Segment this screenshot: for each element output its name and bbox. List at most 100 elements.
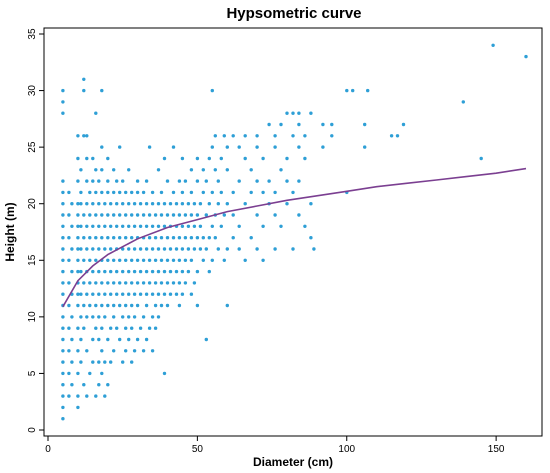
data-point: [106, 213, 110, 217]
data-point: [153, 213, 158, 217]
data-point: [97, 383, 101, 387]
data-point: [144, 224, 149, 228]
data-point: [183, 236, 188, 240]
data-point: [88, 190, 92, 195]
data-point: [237, 247, 241, 251]
data-point: [213, 168, 217, 172]
data-point: [180, 247, 185, 251]
data-point: [76, 247, 80, 251]
data-point: [303, 134, 307, 138]
data-point: [207, 202, 211, 206]
data-point: [345, 88, 349, 93]
data-point: [82, 303, 86, 308]
data-point: [138, 292, 143, 296]
data-point: [147, 258, 152, 262]
data-point: [121, 179, 125, 183]
data-point: [127, 168, 131, 172]
data-point: [118, 190, 122, 195]
data-point: [79, 202, 83, 206]
data-point: [135, 179, 140, 183]
data-point: [132, 202, 137, 206]
data-point: [249, 236, 253, 240]
data-point: [144, 269, 149, 274]
data-point: [127, 337, 131, 342]
data-point: [261, 190, 265, 195]
data-point: [82, 326, 86, 330]
data-point: [150, 247, 155, 251]
data-point: [115, 292, 119, 296]
x-tick-label: 0: [45, 444, 51, 455]
data-point: [132, 269, 137, 274]
data-point: [183, 281, 188, 285]
data-point: [70, 269, 74, 274]
data-point: [237, 224, 241, 228]
data-point: [109, 360, 113, 364]
data-point: [479, 156, 483, 161]
data-point: [285, 156, 289, 161]
data-point: [150, 190, 155, 195]
data-point: [138, 247, 143, 251]
data-point: [94, 236, 98, 240]
data-point: [67, 303, 71, 308]
data-point: [141, 258, 146, 262]
data-point: [159, 281, 164, 285]
data-point: [267, 179, 271, 183]
data-point: [237, 179, 241, 183]
data-point: [97, 292, 101, 296]
data-point: [168, 202, 173, 206]
data-point: [156, 269, 161, 274]
data-point: [130, 360, 134, 364]
data-point: [401, 122, 406, 127]
data-point: [91, 315, 95, 319]
data-point: [186, 202, 191, 206]
data-point: [177, 179, 182, 183]
data-point: [491, 43, 495, 47]
data-point: [121, 224, 125, 228]
data-point: [297, 111, 301, 115]
data-point: [195, 269, 200, 274]
data-point: [195, 213, 200, 217]
data-point: [165, 179, 170, 183]
data-point: [82, 77, 86, 82]
data-point: [279, 122, 283, 127]
data-point: [156, 168, 161, 172]
data-point: [76, 224, 80, 228]
data-point: [291, 111, 295, 115]
data-point: [201, 236, 205, 240]
data-point: [79, 292, 83, 296]
data-point: [124, 281, 128, 285]
data-point: [279, 168, 283, 172]
data-point: [135, 258, 140, 262]
data-point: [195, 236, 200, 240]
data-point: [106, 179, 110, 183]
data-point: [363, 145, 367, 149]
data-point: [61, 202, 65, 206]
data-point: [61, 417, 65, 421]
data-point: [112, 213, 116, 217]
data-point: [243, 258, 247, 262]
data-point: [213, 236, 217, 240]
data-point: [94, 394, 98, 398]
data-point: [121, 292, 125, 296]
data-point: [106, 190, 110, 195]
data-point: [153, 258, 158, 262]
data-point: [204, 179, 208, 183]
data-point: [135, 337, 140, 342]
data-point: [61, 326, 65, 330]
data-point: [127, 202, 131, 206]
y-axis-label: Height (m): [3, 202, 17, 261]
data-point: [150, 202, 155, 206]
data-point: [61, 337, 65, 342]
data-point: [109, 247, 113, 251]
data-point: [76, 349, 80, 353]
data-point: [67, 258, 71, 262]
data-point: [79, 337, 83, 342]
data-point: [85, 202, 89, 206]
data-point: [201, 190, 205, 195]
data-point: [249, 168, 253, 172]
data-point: [309, 202, 313, 206]
data-point: [389, 134, 394, 138]
data-point: [100, 326, 104, 330]
data-point: [189, 190, 194, 195]
data-point: [201, 258, 205, 262]
